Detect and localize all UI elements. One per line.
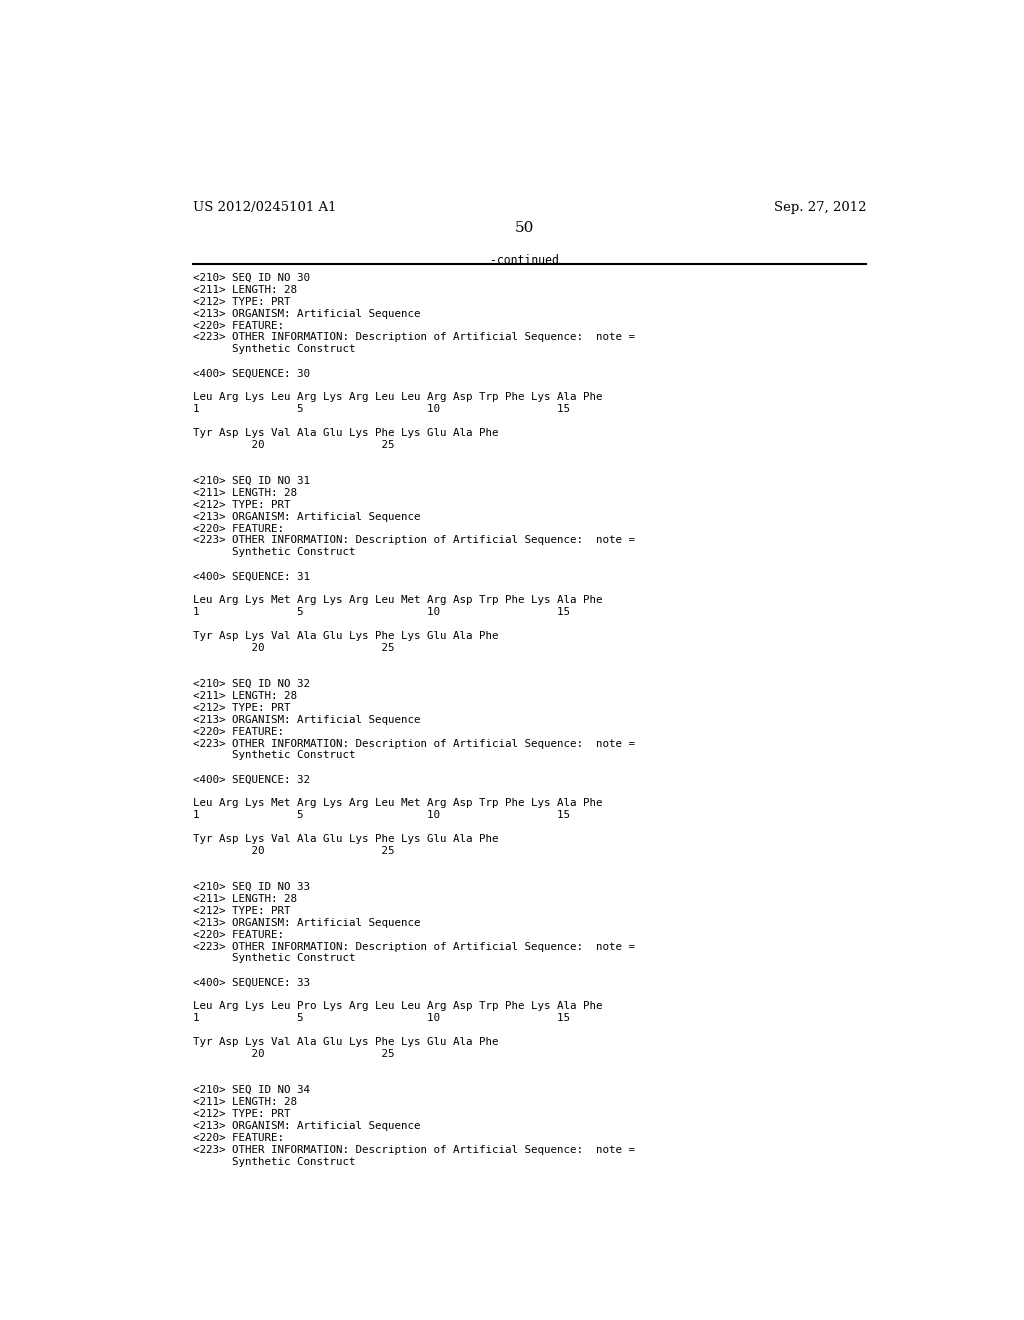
Text: Synthetic Construct: Synthetic Construct [194, 548, 355, 557]
Text: <211> LENGTH: 28: <211> LENGTH: 28 [194, 1097, 297, 1106]
Text: 1               5                   10                  15: 1 5 10 15 [194, 404, 570, 414]
Text: <220> FEATURE:: <220> FEATURE: [194, 321, 284, 330]
Text: 20                  25: 20 25 [194, 440, 394, 450]
Text: <213> ORGANISM: Artificial Sequence: <213> ORGANISM: Artificial Sequence [194, 1121, 421, 1131]
Text: 20                  25: 20 25 [194, 643, 394, 653]
Text: 1               5                   10                  15: 1 5 10 15 [194, 607, 570, 618]
Text: <223> OTHER INFORMATION: Description of Artificial Sequence:  note =: <223> OTHER INFORMATION: Description of … [194, 738, 635, 748]
Text: <211> LENGTH: 28: <211> LENGTH: 28 [194, 487, 297, 498]
Text: US 2012/0245101 A1: US 2012/0245101 A1 [194, 201, 337, 214]
Text: <220> FEATURE:: <220> FEATURE: [194, 929, 284, 940]
Text: <212> TYPE: PRT: <212> TYPE: PRT [194, 906, 291, 916]
Text: Leu Arg Lys Met Arg Lys Arg Leu Met Arg Asp Trp Phe Lys Ala Phe: Leu Arg Lys Met Arg Lys Arg Leu Met Arg … [194, 595, 602, 605]
Text: Tyr Asp Lys Val Ala Glu Lys Phe Lys Glu Ala Phe: Tyr Asp Lys Val Ala Glu Lys Phe Lys Glu … [194, 834, 499, 843]
Text: <220> FEATURE:: <220> FEATURE: [194, 726, 284, 737]
Text: Leu Arg Lys Leu Arg Lys Arg Leu Leu Arg Asp Trp Phe Lys Ala Phe: Leu Arg Lys Leu Arg Lys Arg Leu Leu Arg … [194, 392, 602, 403]
Text: <213> ORGANISM: Artificial Sequence: <213> ORGANISM: Artificial Sequence [194, 309, 421, 318]
Text: <211> LENGTH: 28: <211> LENGTH: 28 [194, 690, 297, 701]
Text: <220> FEATURE:: <220> FEATURE: [194, 1133, 284, 1143]
Text: <220> FEATURE:: <220> FEATURE: [194, 524, 284, 533]
Text: <210> SEQ ID NO 32: <210> SEQ ID NO 32 [194, 678, 310, 689]
Text: <212> TYPE: PRT: <212> TYPE: PRT [194, 1109, 291, 1119]
Text: <211> LENGTH: 28: <211> LENGTH: 28 [194, 894, 297, 904]
Text: Synthetic Construct: Synthetic Construct [194, 953, 355, 964]
Text: <223> OTHER INFORMATION: Description of Artificial Sequence:  note =: <223> OTHER INFORMATION: Description of … [194, 333, 635, 342]
Text: <223> OTHER INFORMATION: Description of Artificial Sequence:  note =: <223> OTHER INFORMATION: Description of … [194, 941, 635, 952]
Text: <212> TYPE: PRT: <212> TYPE: PRT [194, 500, 291, 510]
Text: <211> LENGTH: 28: <211> LENGTH: 28 [194, 285, 297, 294]
Text: <210> SEQ ID NO 34: <210> SEQ ID NO 34 [194, 1085, 310, 1094]
Text: <212> TYPE: PRT: <212> TYPE: PRT [194, 297, 291, 306]
Text: Leu Arg Lys Leu Pro Lys Arg Leu Leu Arg Asp Trp Phe Lys Ala Phe: Leu Arg Lys Leu Pro Lys Arg Leu Leu Arg … [194, 1002, 602, 1011]
Text: <212> TYPE: PRT: <212> TYPE: PRT [194, 702, 291, 713]
Text: 1               5                   10                  15: 1 5 10 15 [194, 810, 570, 820]
Text: Tyr Asp Lys Val Ala Glu Lys Phe Lys Glu Ala Phe: Tyr Asp Lys Val Ala Glu Lys Phe Lys Glu … [194, 428, 499, 438]
Text: 20                  25: 20 25 [194, 1049, 394, 1059]
Text: Synthetic Construct: Synthetic Construct [194, 751, 355, 760]
Text: <210> SEQ ID NO 30: <210> SEQ ID NO 30 [194, 273, 310, 282]
Text: Synthetic Construct: Synthetic Construct [194, 345, 355, 354]
Text: <400> SEQUENCE: 33: <400> SEQUENCE: 33 [194, 977, 310, 987]
Text: Synthetic Construct: Synthetic Construct [194, 1156, 355, 1167]
Text: -continued: -continued [490, 253, 559, 267]
Text: <223> OTHER INFORMATION: Description of Artificial Sequence:  note =: <223> OTHER INFORMATION: Description of … [194, 536, 635, 545]
Text: <210> SEQ ID NO 33: <210> SEQ ID NO 33 [194, 882, 310, 892]
Text: <213> ORGANISM: Artificial Sequence: <213> ORGANISM: Artificial Sequence [194, 714, 421, 725]
Text: <213> ORGANISM: Artificial Sequence: <213> ORGANISM: Artificial Sequence [194, 512, 421, 521]
Text: Sep. 27, 2012: Sep. 27, 2012 [773, 201, 866, 214]
Text: <400> SEQUENCE: 30: <400> SEQUENCE: 30 [194, 368, 310, 379]
Text: <210> SEQ ID NO 31: <210> SEQ ID NO 31 [194, 475, 310, 486]
Text: <223> OTHER INFORMATION: Description of Artificial Sequence:  note =: <223> OTHER INFORMATION: Description of … [194, 1144, 635, 1155]
Text: <213> ORGANISM: Artificial Sequence: <213> ORGANISM: Artificial Sequence [194, 917, 421, 928]
Text: Leu Arg Lys Met Arg Lys Arg Leu Met Arg Asp Trp Phe Lys Ala Phe: Leu Arg Lys Met Arg Lys Arg Leu Met Arg … [194, 799, 602, 808]
Text: <400> SEQUENCE: 31: <400> SEQUENCE: 31 [194, 572, 310, 581]
Text: <400> SEQUENCE: 32: <400> SEQUENCE: 32 [194, 775, 310, 784]
Text: Tyr Asp Lys Val Ala Glu Lys Phe Lys Glu Ala Phe: Tyr Asp Lys Val Ala Glu Lys Phe Lys Glu … [194, 1038, 499, 1047]
Text: 50: 50 [515, 222, 535, 235]
Text: Tyr Asp Lys Val Ala Glu Lys Phe Lys Glu Ala Phe: Tyr Asp Lys Val Ala Glu Lys Phe Lys Glu … [194, 631, 499, 642]
Text: 20                  25: 20 25 [194, 846, 394, 855]
Text: 1               5                   10                  15: 1 5 10 15 [194, 1014, 570, 1023]
